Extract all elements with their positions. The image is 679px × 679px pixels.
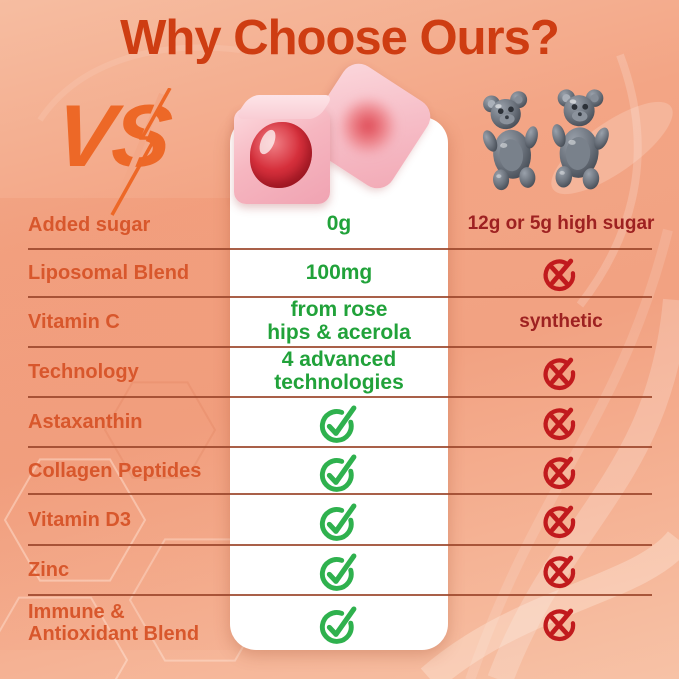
ours-value: 100mg: [305, 260, 373, 284]
table-row: Zinc: [0, 545, 679, 596]
feature-label: Added sugar: [28, 213, 151, 236]
lightning-bolt-icon: [110, 88, 172, 216]
vs-mark: VS: [42, 86, 222, 238]
table-row: Vitamin C from rose hips & acerola synth…: [0, 297, 679, 348]
gummy-cubes-image: [230, 56, 450, 206]
table-row: Technology 4 advanced technologies: [0, 347, 679, 398]
ours-value-line2: technologies: [274, 371, 404, 394]
table-row: Immune & Antioxidant Blend: [0, 595, 679, 650]
cross-icon: [542, 550, 581, 590]
feature-label-line2: Antioxidant Blend: [28, 622, 200, 645]
feature-column-tint: [0, 198, 230, 650]
cross-icon: [542, 500, 581, 540]
gummy-cube-front: [234, 108, 330, 204]
feature-label: Vitamin C: [28, 311, 120, 333]
check-icon: [318, 450, 360, 492]
ours-value-line1: 4 advanced: [281, 348, 397, 372]
table-row: Added sugar 0g 12g or 5g high sugar: [0, 200, 679, 250]
cross-icon: [542, 352, 581, 392]
theirs-value: synthetic: [519, 310, 603, 332]
feature-label: Zinc: [28, 559, 70, 581]
feature-label: Vitamin D3: [28, 508, 131, 531]
check-icon: [318, 549, 360, 591]
table-row: Liposomal Blend 100mg: [0, 249, 679, 298]
feature-label: Collagen Peptides: [28, 459, 202, 482]
table-row: Vitamin D3: [0, 494, 679, 546]
table-row: Astaxanthin: [0, 397, 679, 448]
feature-label: Immune & Antioxidant Blend: [0, 595, 230, 650]
gummy-cube-liquid-center: [250, 122, 312, 188]
table-row: Collagen Peptides: [0, 447, 679, 495]
cross-icon: [542, 402, 581, 442]
feature-label-line1: Immune &: [28, 600, 125, 623]
theirs-value: 12g or 5g high sugar: [467, 213, 655, 235]
ours-value-line1: from rose: [290, 298, 388, 322]
cross-icon: [542, 253, 581, 293]
ours-value: 0g: [326, 212, 352, 236]
ours-value-line2: hips & acerola: [267, 321, 411, 344]
check-icon: [318, 401, 360, 443]
feature-label: Liposomal Blend: [28, 262, 190, 284]
check-icon: [318, 602, 360, 644]
page-title: Why Choose Ours?: [120, 11, 560, 65]
feature-label: Astaxanthin: [28, 411, 143, 433]
feature-label: Technology: [28, 361, 139, 383]
cross-icon: [542, 603, 581, 643]
check-icon: [318, 499, 360, 541]
cross-icon: [542, 451, 581, 491]
